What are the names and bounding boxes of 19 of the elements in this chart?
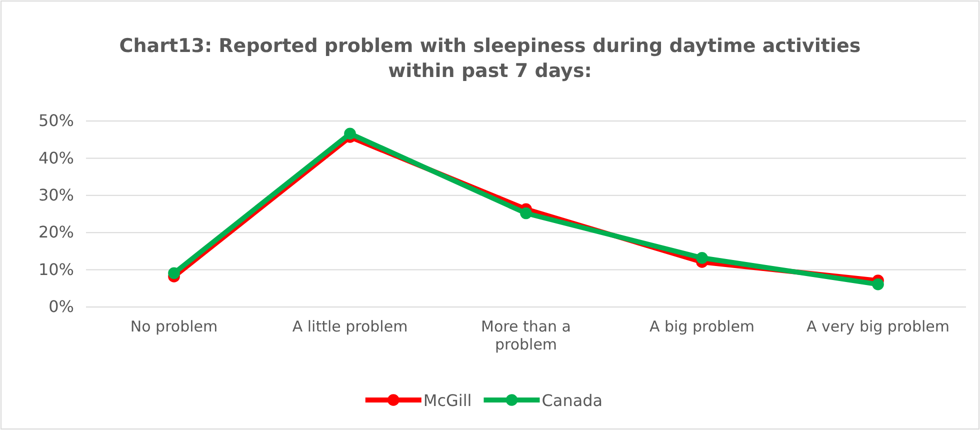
point <box>168 267 180 280</box>
chart-title: Chart13: Reported problem with sleepiness during daytime activities within past 7 days: <box>119 35 861 82</box>
y-tick-label: 50% <box>38 111 74 130</box>
legend-label: Canada <box>542 391 603 410</box>
y-tick-label: 10% <box>38 260 74 279</box>
x-tick-label: A very big problem <box>806 318 950 336</box>
point <box>344 128 356 140</box>
x-tick-label: A little problem <box>292 318 408 336</box>
y-tick-label: 30% <box>38 186 74 205</box>
x-tick-label: No problem <box>130 318 218 336</box>
x-tick-label: A big problem <box>649 318 755 336</box>
y-tick-label: 20% <box>38 222 74 242</box>
legend-label: McGill <box>423 391 472 410</box>
x-tick-label: More than a problem <box>481 318 571 354</box>
y-tick-label: 0% <box>48 297 74 316</box>
y-tick-label: 40% <box>38 148 74 168</box>
point <box>520 207 532 220</box>
point <box>696 252 708 264</box>
point <box>872 278 884 290</box>
